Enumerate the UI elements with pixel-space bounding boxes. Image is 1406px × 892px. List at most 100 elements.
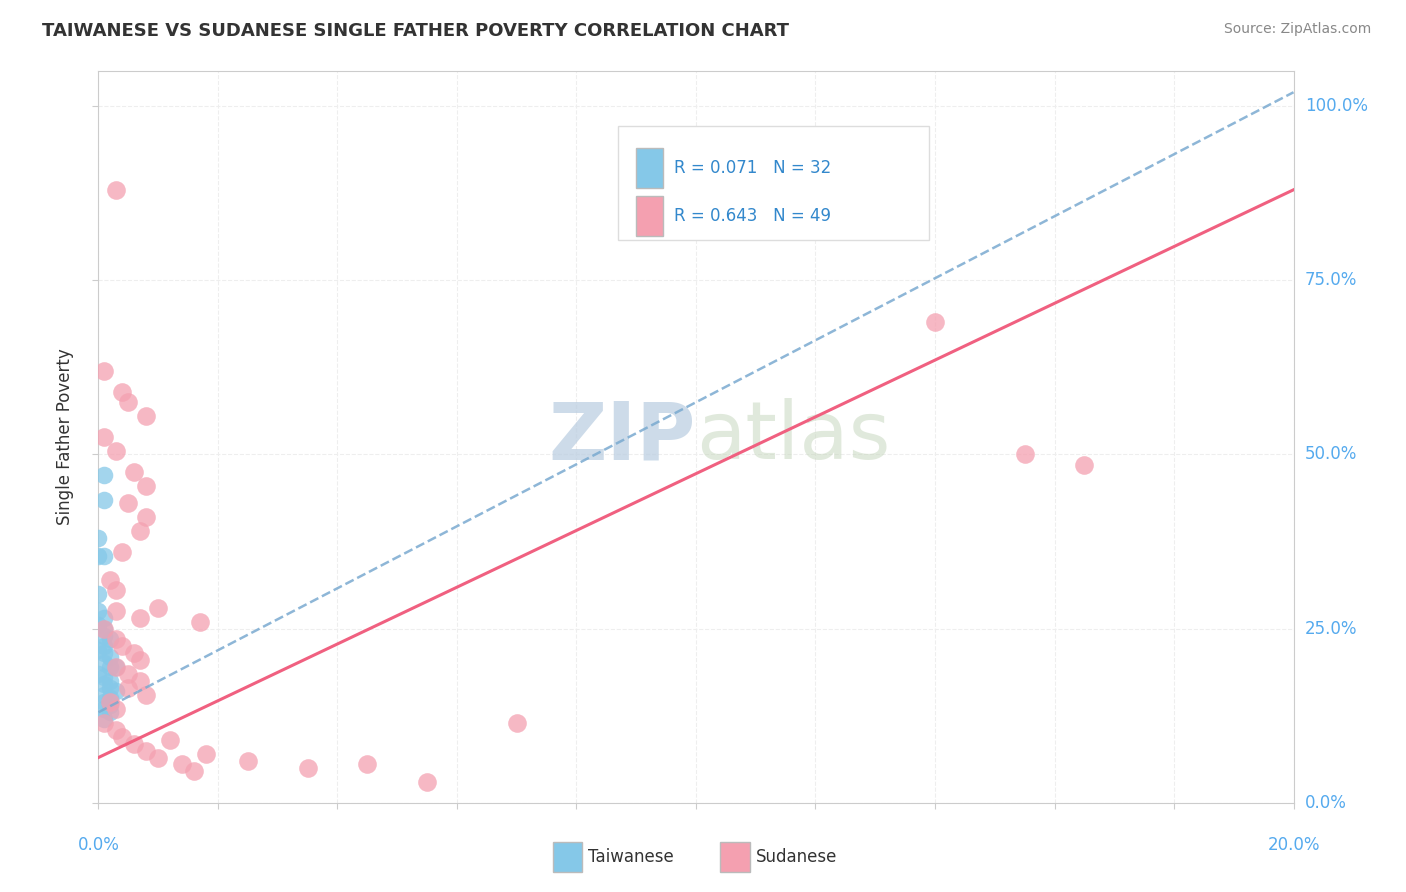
Point [105, 702, 128, 716]
Point [98, 681, 122, 695]
Point [87, 549, 110, 563]
Point [117, 681, 139, 695]
Point [98, 673, 122, 688]
Bar [720, 841, 749, 872]
Point [1073, 458, 1095, 472]
Point [93, 712, 115, 726]
Point [87, 667, 110, 681]
Point [93, 468, 115, 483]
Point [105, 660, 128, 674]
Point [124, 465, 146, 479]
Point [129, 673, 152, 688]
Point [93, 611, 115, 625]
Point [105, 604, 128, 618]
Point [87, 587, 110, 601]
Point [105, 444, 128, 458]
Point [416, 775, 439, 789]
Point [111, 384, 134, 399]
Point [111, 639, 134, 653]
Point [93, 688, 115, 702]
Bar [553, 841, 582, 872]
Point [93, 695, 115, 709]
Point [105, 684, 128, 698]
Point [98, 632, 122, 646]
Text: Source: ZipAtlas.com: Source: ZipAtlas.com [1223, 22, 1371, 37]
Point [124, 737, 146, 751]
Point [1014, 448, 1036, 462]
Point [356, 757, 378, 772]
Text: 25.0%: 25.0% [1305, 620, 1357, 638]
Text: ZIP: ZIP [548, 398, 696, 476]
Point [93, 702, 115, 716]
Point [87, 642, 110, 657]
Point [148, 750, 170, 764]
Text: R = 0.071   N = 32: R = 0.071 N = 32 [675, 160, 832, 178]
Text: 75.0%: 75.0% [1305, 271, 1357, 289]
Point [93, 629, 115, 643]
Point [111, 545, 134, 559]
Point [93, 670, 115, 684]
Point [236, 754, 259, 768]
Bar [637, 195, 662, 236]
Text: 100.0%: 100.0% [1305, 97, 1368, 115]
Point [124, 646, 146, 660]
Point [148, 600, 170, 615]
Point [98, 573, 122, 587]
Point [98, 649, 122, 664]
Point [172, 757, 194, 772]
Point [93, 677, 115, 691]
Point [188, 615, 211, 629]
Point [98, 695, 122, 709]
Point [183, 764, 205, 779]
Point [105, 583, 128, 598]
Point [105, 183, 128, 197]
Point [129, 524, 152, 538]
Point [135, 510, 157, 524]
Text: Taiwanese: Taiwanese [589, 848, 673, 866]
Point [135, 409, 157, 424]
Point [93, 364, 115, 378]
FancyBboxPatch shape [619, 126, 929, 240]
Point [135, 688, 157, 702]
Point [93, 646, 115, 660]
Point [93, 622, 115, 636]
Point [93, 622, 115, 636]
Point [98, 691, 122, 706]
Point [924, 315, 946, 329]
Point [135, 743, 157, 757]
Point [129, 653, 152, 667]
Y-axis label: Single Father Poverty: Single Father Poverty [56, 349, 75, 525]
Point [98, 705, 122, 719]
Point [117, 496, 139, 510]
Point [117, 667, 139, 681]
Text: TAIWANESE VS SUDANESE SINGLE FATHER POVERTY CORRELATION CHART: TAIWANESE VS SUDANESE SINGLE FATHER POVE… [42, 22, 789, 40]
Point [297, 761, 319, 775]
Text: 0.0%: 0.0% [77, 836, 120, 855]
Point [195, 747, 218, 761]
Point [105, 660, 128, 674]
Point [98, 660, 122, 674]
Point [105, 723, 128, 737]
Point [135, 479, 157, 493]
Text: 0.0%: 0.0% [1305, 794, 1347, 812]
Point [159, 733, 181, 747]
Point [98, 698, 122, 713]
Point [93, 657, 115, 671]
Point [93, 549, 115, 563]
Point [93, 492, 115, 507]
Text: 50.0%: 50.0% [1305, 445, 1357, 464]
Point [93, 430, 115, 444]
Text: atlas: atlas [696, 398, 890, 476]
Point [87, 604, 110, 618]
Point [87, 618, 110, 632]
Bar [637, 148, 662, 188]
Point [129, 611, 152, 625]
Point [87, 531, 110, 545]
Point [93, 639, 115, 653]
Point [105, 632, 128, 646]
Point [117, 395, 139, 409]
Point [93, 715, 115, 730]
Point [506, 715, 529, 730]
Text: Sudanese: Sudanese [756, 848, 837, 866]
Point [111, 730, 134, 744]
